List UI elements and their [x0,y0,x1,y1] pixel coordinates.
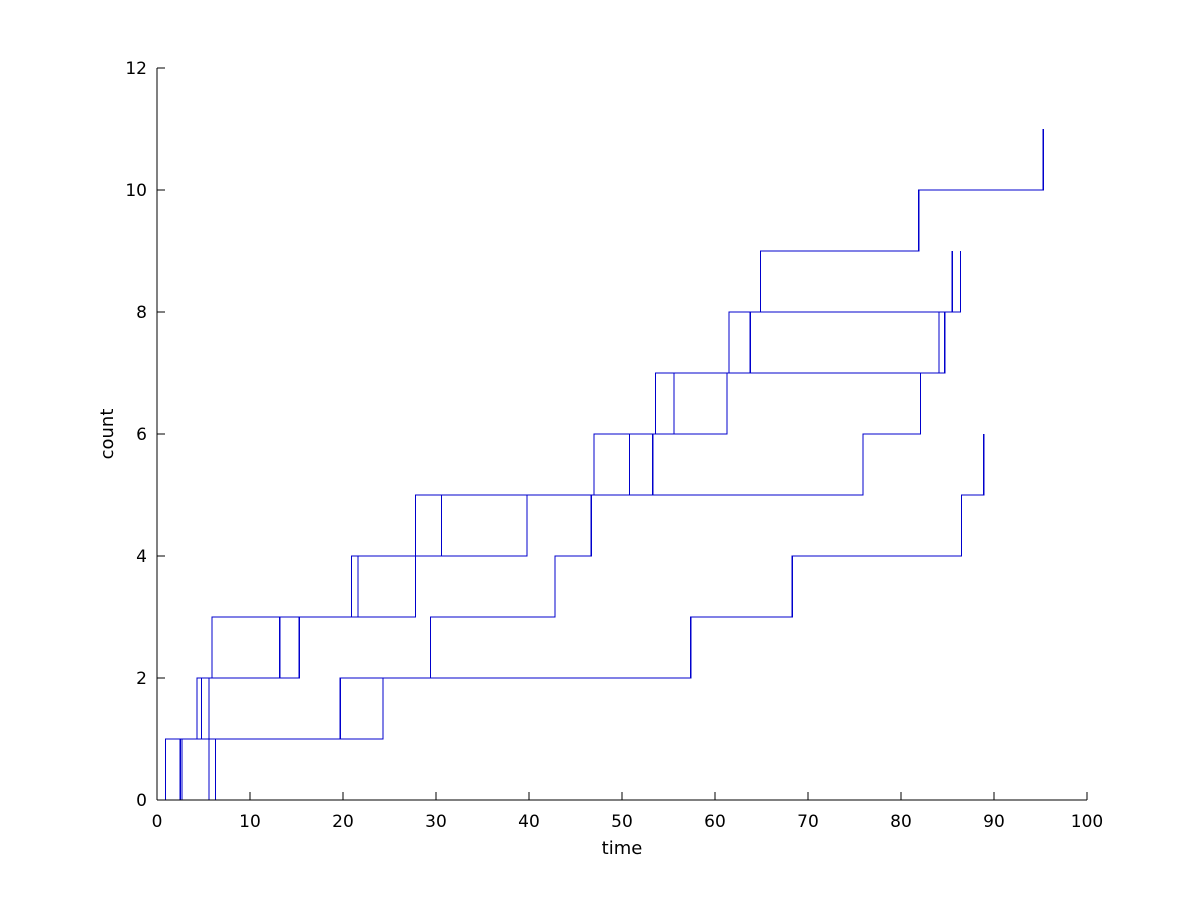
x-tick-label: 60 [704,812,726,832]
x-tick-label: 80 [890,812,912,832]
series-line-3 [157,251,953,801]
x-tick-label: 40 [518,812,540,832]
y-tick-label: 2 [136,669,147,689]
y-tick-label: 10 [125,181,147,201]
x-tick-label: 50 [611,812,633,832]
y-tick-label: 0 [136,791,147,811]
x-tick-label: 70 [797,812,819,832]
y-tick-label: 8 [136,303,147,323]
x-tick-label: 30 [425,812,447,832]
y-tick-label: 4 [136,547,147,567]
series-line-5 [157,434,985,801]
x-tick-label: 0 [152,812,163,832]
x-tick-label: 20 [332,812,354,832]
x-tick-label: 90 [983,812,1005,832]
x-tick-label: 100 [1071,812,1103,832]
x-tick-label: 10 [239,812,261,832]
y-axis-label: count [97,409,118,460]
series-line-4 [157,251,962,801]
x-axis-label: time [602,838,643,859]
series-line-1 [157,129,1044,801]
axes-layer: 0 10 20 30 40 50 60 70 80 90 100 0 2 4 6 8 10 12 [125,59,1103,832]
series-layer [157,129,1044,801]
y-tick-label: 12 [125,59,147,79]
y-tick-label: 6 [136,425,147,445]
